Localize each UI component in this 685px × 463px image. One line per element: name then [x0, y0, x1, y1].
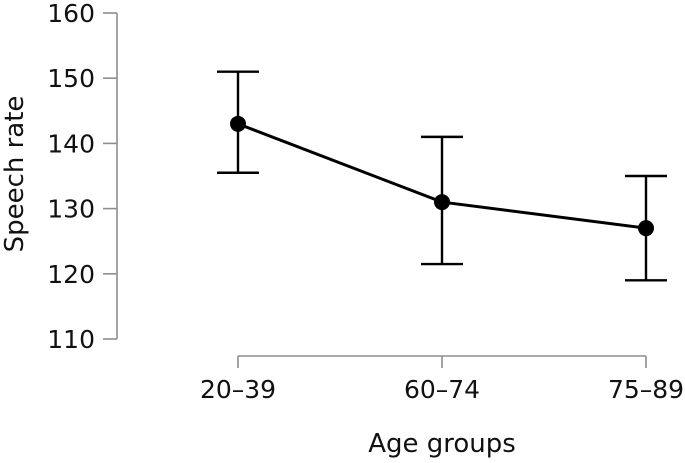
data-point-marker — [638, 220, 654, 237]
y-axis-title: Speech rate — [0, 95, 30, 253]
y-tick-label: 110 — [47, 325, 95, 354]
y-tick-label: 120 — [47, 260, 95, 289]
y-tick-label: 130 — [47, 195, 95, 224]
x-axis-title: Age groups — [368, 429, 516, 459]
x-tick-label: 20–39 — [200, 375, 276, 404]
data-point-marker — [434, 194, 450, 211]
data-point-marker — [230, 115, 246, 132]
y-tick-label: 150 — [47, 64, 95, 93]
x-tick-label: 60–74 — [404, 375, 480, 404]
y-tick-label: 140 — [47, 129, 95, 158]
x-tick-label: 75–89 — [608, 375, 684, 404]
y-tick-label: 160 — [47, 0, 95, 28]
